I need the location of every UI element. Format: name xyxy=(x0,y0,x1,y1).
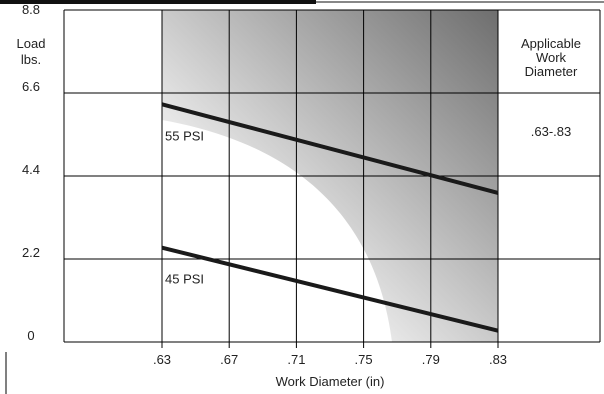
series-label: 45 PSI xyxy=(165,272,204,287)
series-line xyxy=(161,245,499,333)
y-tick-label: 8.8 xyxy=(22,2,40,17)
series-lines: 55 PSI 45 PSI xyxy=(161,102,499,333)
series-line xyxy=(161,102,499,195)
x-tick-label: .67 xyxy=(220,352,238,367)
side-panel-title: Applicable Work Diameter xyxy=(521,36,581,79)
x-axis-title: Work Diameter (in) xyxy=(276,374,385,389)
x-tick-label: .63 xyxy=(153,352,171,367)
header-bar xyxy=(0,0,316,4)
y-tick-labels: 0 2.2 4.4 6.6 8.8 xyxy=(22,2,40,343)
grid xyxy=(5,9,601,394)
x-tick-label: .79 xyxy=(422,352,440,367)
series-label: 55 PSI xyxy=(165,128,204,143)
y-tick-label: 4.4 xyxy=(22,162,40,177)
y-tick-label: 6.6 xyxy=(22,79,40,94)
x-tick-label: .83 xyxy=(489,352,507,367)
y-axis-title: Load lbs. xyxy=(17,36,46,67)
y-tick-label: 2.2 xyxy=(22,245,40,260)
y-tick-label: 0 xyxy=(27,328,34,343)
x-tick-label: .71 xyxy=(287,352,305,367)
side-panel-value: .63-.83 xyxy=(531,124,571,139)
x-tick-label: .75 xyxy=(355,352,373,367)
x-tick-labels: .63 .67 .71 .75 .79 .83 xyxy=(153,352,507,367)
